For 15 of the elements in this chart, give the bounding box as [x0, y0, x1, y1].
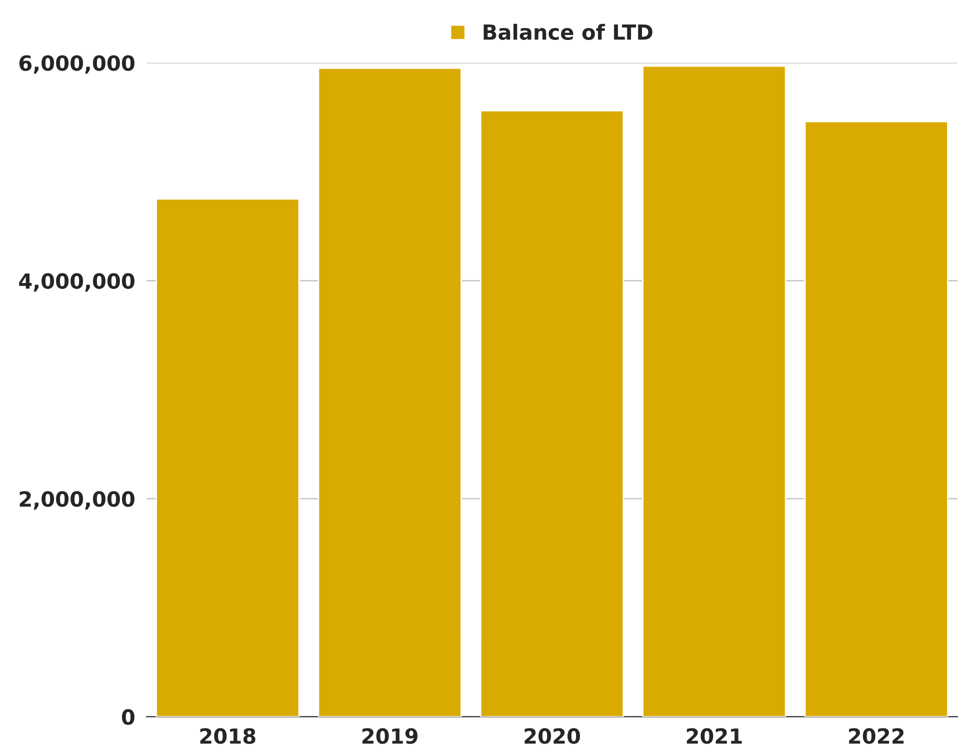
- bar: [480, 110, 624, 717]
- y-tick-label: 4,000,000: [19, 273, 134, 292]
- x-tick-label: 2022: [849, 728, 904, 744]
- y-tick-label: 6,000,000: [19, 55, 134, 74]
- x-tick-label: 2018: [200, 728, 256, 744]
- y-tick-label: 0: [122, 709, 134, 725]
- bar: [804, 120, 948, 717]
- bar: [642, 65, 786, 717]
- x-tick-label: 2020: [524, 728, 580, 744]
- bar: [318, 68, 462, 717]
- y-tick-label: 2,000,000: [20, 491, 134, 510]
- legend-label: Balance of LTD: [484, 24, 652, 40]
- bar: [156, 198, 300, 717]
- x-tick-label: 2019: [362, 728, 418, 744]
- x-tick-label: 2021: [686, 728, 742, 744]
